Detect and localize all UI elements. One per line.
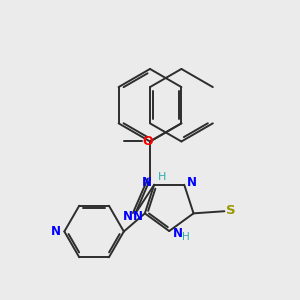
Text: H: H bbox=[182, 232, 189, 242]
Text: N: N bbox=[51, 225, 61, 238]
Text: H: H bbox=[158, 172, 166, 182]
Text: N: N bbox=[133, 210, 142, 223]
Text: N: N bbox=[173, 227, 183, 240]
Text: O: O bbox=[142, 135, 153, 148]
Text: N: N bbox=[123, 210, 133, 223]
Text: N: N bbox=[142, 176, 152, 189]
Text: S: S bbox=[226, 204, 235, 217]
Text: N: N bbox=[187, 176, 196, 189]
